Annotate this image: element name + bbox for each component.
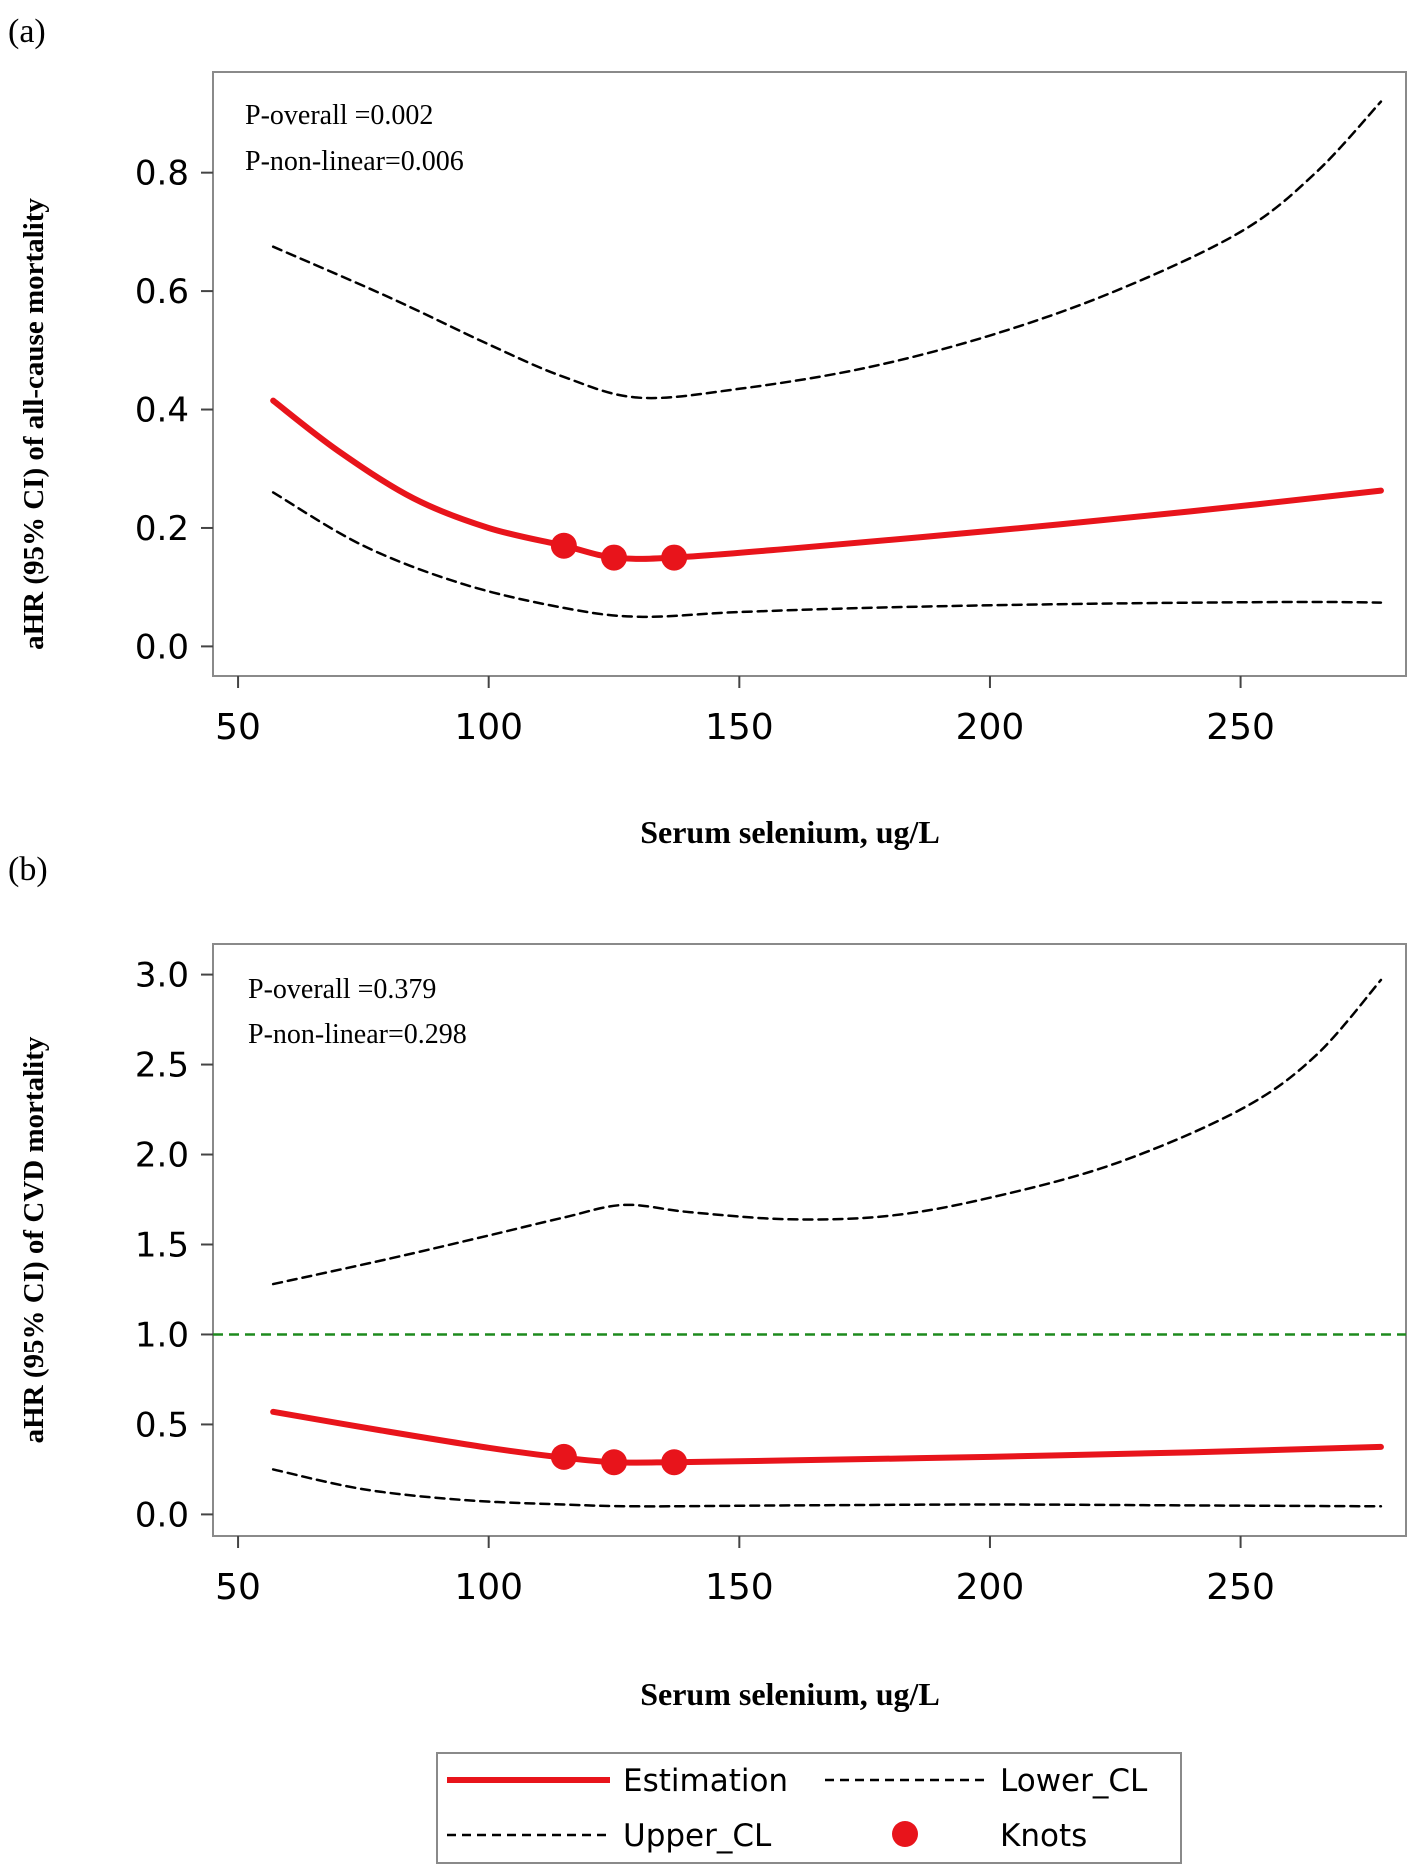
knot-point-b-0	[550, 1443, 577, 1470]
series-lower-cl-a	[271, 491, 1383, 619]
panel-label-a: (a)	[8, 13, 46, 50]
x-axis-label-b: Serum selenium, ug/L	[640, 1676, 940, 1712]
knots-b	[550, 1443, 688, 1476]
series-lines-b	[270, 978, 1384, 1508]
legend-lower-cl-label: Lower_CL	[1000, 1763, 1148, 1799]
knot-point-a-1	[601, 544, 628, 571]
annotation-p-nonlinear-b: P-non-linear=0.298	[248, 1019, 467, 1050]
x-tick-label-a-2: 150	[705, 707, 774, 748]
legend-knots-swatch	[892, 1821, 918, 1847]
panel-a: (a) 50 100 150 200 250 0.0 0.2 0.4 0.6 0.8 P-ove…	[8, 13, 1407, 850]
y-tick-label-b-4: 2.0	[135, 1136, 189, 1176]
legend: Estimation Lower_CL Upper_CL Knots	[436, 1752, 1182, 1864]
annotation-p-overall-a: P-overall =0.002	[245, 100, 433, 131]
x-tick-label-b-0: 50	[215, 1567, 261, 1608]
x-tick-label-b-2: 150	[705, 1567, 774, 1608]
y-tick-label-a-0: 0.0	[135, 627, 189, 667]
knot-point-b-2	[661, 1449, 688, 1476]
x-axis-b: 50 100 150 200 250	[215, 1536, 1275, 1608]
series-upper-cl-a	[271, 100, 1383, 400]
annotation-p-nonlinear-a: P-non-linear=0.006	[245, 146, 464, 177]
y-tick-label-b-3: 1.5	[135, 1225, 189, 1265]
legend-upper-cl-label: Upper_CL	[623, 1818, 772, 1854]
annotation-p-overall-b: P-overall =0.379	[248, 974, 436, 1005]
x-axis-a: 50 100 150 200 250	[215, 676, 1275, 748]
series-lower-cl-b	[271, 1468, 1383, 1508]
y-tick-label-b-2: 1.0	[135, 1315, 189, 1355]
x-tick-label-b-3: 200	[956, 1567, 1025, 1608]
series-estimation-b	[270, 1408, 1384, 1466]
x-tick-label-b-4: 250	[1206, 1567, 1275, 1608]
y-tick-label-a-1: 0.2	[135, 509, 189, 549]
plot-frame-a	[212, 71, 1407, 677]
knot-point-a-0	[550, 532, 577, 559]
y-tick-label-b-0: 0.0	[135, 1495, 189, 1535]
plot-frame-b	[212, 943, 1407, 1537]
knot-point-a-2	[661, 544, 688, 571]
x-tick-label-a-1: 100	[454, 707, 523, 748]
y-tick-label-b-5: 2.5	[135, 1046, 189, 1086]
y-tick-label-b-6: 3.0	[135, 956, 189, 996]
y-tick-label-b-1: 0.5	[135, 1405, 189, 1445]
x-tick-label-b-1: 100	[454, 1567, 523, 1608]
knots-a	[550, 532, 688, 571]
x-tick-label-a-3: 200	[956, 707, 1025, 748]
knot-point-b-1	[601, 1449, 628, 1476]
series-estimation-a	[270, 397, 1384, 562]
y-axis-label-b: aHR (95% CI) of CVD mortality	[18, 1036, 50, 1443]
x-axis-label-a: Serum selenium, ug/L	[640, 814, 940, 850]
series-lines-a	[270, 100, 1384, 619]
panel-label-b: (b)	[8, 851, 48, 888]
x-tick-label-a-0: 50	[215, 707, 261, 748]
y-axis-b: 0.0 0.5 1.0 1.5 2.0 2.5 3.0	[135, 956, 213, 1535]
legend-knots-label: Knots	[1000, 1818, 1087, 1854]
panel-b: (b) 50 100 150 200 250 0.0 0.5 1.0 1.5 2.0 2.5 3.0…	[8, 851, 1407, 1712]
x-tick-label-a-4: 250	[1206, 707, 1275, 748]
y-tick-label-a-2: 0.4	[135, 391, 189, 431]
y-axis-a: 0.0 0.2 0.4 0.6 0.8	[135, 154, 213, 667]
series-upper-cl-b	[271, 978, 1383, 1286]
y-axis-label-a: aHR (95% CI) of all-cause mortality	[18, 198, 50, 650]
legend-frame	[436, 1752, 1182, 1864]
y-tick-label-a-3: 0.6	[135, 272, 189, 312]
legend-estimation-label: Estimation	[623, 1763, 788, 1799]
y-tick-label-a-4: 0.8	[135, 154, 189, 194]
